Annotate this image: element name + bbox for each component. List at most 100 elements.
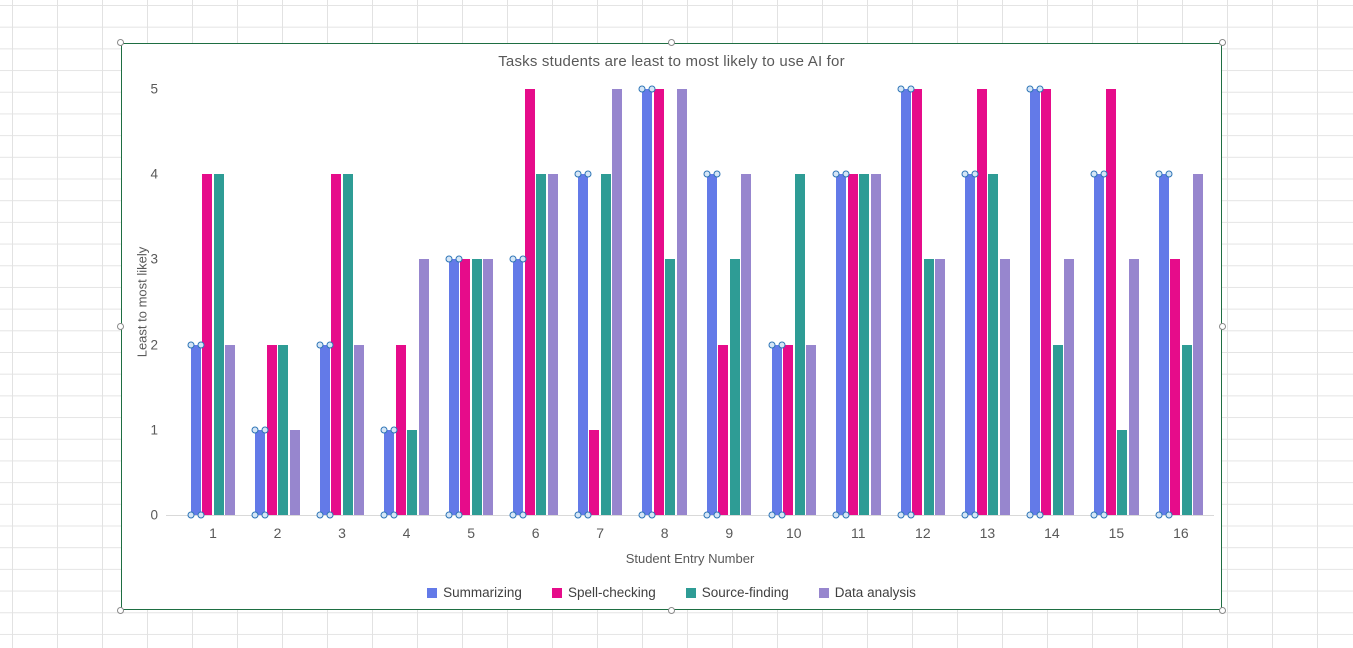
series-selection-handle[interactable] [961, 170, 969, 178]
bar-spell-checking-3[interactable] [331, 174, 342, 515]
series-selection-handle[interactable] [778, 511, 786, 519]
bar-summarizing-10[interactable] [771, 344, 782, 515]
selection-handle-top-left[interactable] [117, 39, 124, 46]
series-selection-handle[interactable] [961, 511, 969, 519]
legend-item-spell-checking[interactable]: Spell-checking [551, 585, 656, 600]
series-selection-handle[interactable] [971, 511, 979, 519]
series-selection-handle[interactable] [445, 255, 453, 263]
series-selection-handle[interactable] [713, 170, 721, 178]
series-selection-handle[interactable] [1100, 170, 1108, 178]
bar-summarizing-16[interactable] [1158, 174, 1169, 515]
bar-summarizing-2[interactable] [255, 429, 266, 515]
bar-spell-checking-13[interactable] [976, 89, 987, 515]
bar-data-analysis-13[interactable] [999, 259, 1010, 515]
series-selection-handle[interactable] [768, 511, 776, 519]
series-selection-handle[interactable] [842, 511, 850, 519]
series-selection-handle[interactable] [326, 511, 334, 519]
bar-spell-checking-12[interactable] [912, 89, 923, 515]
bar-spell-checking-11[interactable] [847, 174, 858, 515]
series-selection-handle[interactable] [703, 511, 711, 519]
bar-spell-checking-16[interactable] [1170, 259, 1181, 515]
series-selection-handle[interactable] [778, 341, 786, 349]
series-selection-handle[interactable] [648, 511, 656, 519]
bar-source-finding-15[interactable] [1117, 429, 1128, 515]
bar-spell-checking-15[interactable] [1105, 89, 1116, 515]
series-selection-handle[interactable] [648, 85, 656, 93]
series-selection-handle[interactable] [187, 341, 195, 349]
series-selection-handle[interactable] [455, 255, 463, 263]
bar-summarizing-1[interactable] [190, 344, 201, 515]
selection-handle-middle-left[interactable] [117, 322, 124, 330]
series-selection-handle[interactable] [638, 85, 646, 93]
series-selection-handle[interactable] [1090, 511, 1098, 519]
series-selection-handle[interactable] [197, 511, 205, 519]
series-selection-handle[interactable] [1026, 511, 1034, 519]
series-selection-handle[interactable] [316, 511, 324, 519]
series-selection-handle[interactable] [1155, 511, 1163, 519]
bar-data-analysis-11[interactable] [870, 174, 881, 515]
series-selection-handle[interactable] [1090, 170, 1098, 178]
bar-spell-checking-1[interactable] [202, 174, 213, 515]
legend-item-source-finding[interactable]: Source-finding [685, 585, 789, 600]
bar-data-analysis-10[interactable] [806, 344, 817, 515]
bar-summarizing-13[interactable] [965, 174, 976, 515]
series-selection-handle[interactable] [251, 426, 259, 434]
bar-source-finding-6[interactable] [536, 174, 547, 515]
bar-data-analysis-14[interactable] [1064, 259, 1075, 515]
series-selection-handle[interactable] [971, 170, 979, 178]
bar-source-finding-14[interactable] [1052, 344, 1063, 515]
bar-source-finding-8[interactable] [665, 259, 676, 515]
bar-summarizing-9[interactable] [706, 174, 717, 515]
selection-handle-bottom-left[interactable] [117, 607, 124, 614]
series-selection-handle[interactable] [907, 85, 915, 93]
series-selection-handle[interactable] [519, 511, 527, 519]
bar-source-finding-9[interactable] [729, 259, 740, 515]
x-axis-title[interactable]: Student Entry Number [625, 551, 755, 566]
series-selection-handle[interactable] [445, 511, 453, 519]
bar-source-finding-3[interactable] [342, 174, 353, 515]
series-selection-handle[interactable] [574, 511, 582, 519]
series-selection-handle[interactable] [1026, 85, 1034, 93]
legend-item-summarizing[interactable]: Summarizing [427, 585, 522, 600]
bar-source-finding-2[interactable] [278, 344, 289, 515]
bar-data-analysis-9[interactable] [741, 174, 752, 515]
bar-data-analysis-3[interactable] [354, 344, 365, 515]
series-selection-handle[interactable] [1036, 511, 1044, 519]
bar-summarizing-11[interactable] [836, 174, 847, 515]
bar-source-finding-13[interactable] [988, 174, 999, 515]
bar-data-analysis-5[interactable] [483, 259, 494, 515]
series-selection-handle[interactable] [584, 170, 592, 178]
bar-summarizing-15[interactable] [1094, 174, 1105, 515]
series-selection-handle[interactable] [390, 426, 398, 434]
bar-spell-checking-9[interactable] [718, 344, 729, 515]
series-selection-handle[interactable] [509, 255, 517, 263]
series-selection-handle[interactable] [316, 341, 324, 349]
bar-data-analysis-4[interactable] [418, 259, 429, 515]
series-selection-handle[interactable] [519, 255, 527, 263]
series-selection-handle[interactable] [713, 511, 721, 519]
series-selection-handle[interactable] [768, 341, 776, 349]
bar-source-finding-12[interactable] [923, 259, 934, 515]
bar-summarizing-6[interactable] [513, 259, 524, 515]
series-selection-handle[interactable] [455, 511, 463, 519]
chart-frame[interactable]: Tasks students are least to most likely … [117, 39, 1226, 614]
series-selection-handle[interactable] [380, 511, 388, 519]
bar-summarizing-4[interactable] [384, 429, 395, 515]
series-selection-handle[interactable] [1165, 170, 1173, 178]
bar-spell-checking-4[interactable] [395, 344, 406, 515]
series-selection-handle[interactable] [1155, 170, 1163, 178]
series-selection-handle[interactable] [1100, 511, 1108, 519]
series-selection-handle[interactable] [261, 426, 269, 434]
series-selection-handle[interactable] [907, 511, 915, 519]
series-selection-handle[interactable] [509, 511, 517, 519]
bar-source-finding-10[interactable] [794, 174, 805, 515]
series-selection-handle[interactable] [703, 170, 711, 178]
bar-source-finding-5[interactable] [471, 259, 482, 515]
bar-source-finding-16[interactable] [1181, 344, 1192, 515]
series-selection-handle[interactable] [197, 341, 205, 349]
selection-handle-bottom-right[interactable] [1219, 607, 1226, 614]
series-selection-handle[interactable] [584, 511, 592, 519]
series-selection-handle[interactable] [261, 511, 269, 519]
bar-spell-checking-2[interactable] [266, 344, 277, 515]
series-selection-handle[interactable] [390, 511, 398, 519]
